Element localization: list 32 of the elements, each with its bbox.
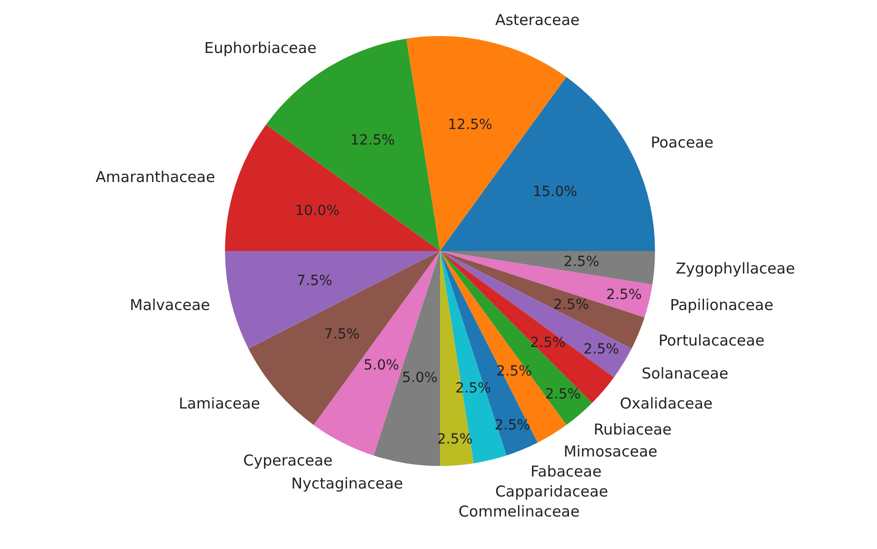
slice-label: Poaceae (650, 134, 714, 152)
slice-label: Commelinaceae (458, 502, 580, 521)
slice-label: Lamiaceae (178, 394, 260, 412)
slice-label: Nyctaginaceae (291, 474, 404, 492)
data-label: 5.0% (364, 358, 400, 374)
data-label: 2.5% (606, 286, 642, 303)
data-label: 10.0% (295, 202, 340, 219)
slice-label: Amaranthaceae (96, 168, 216, 186)
slice-label: Oxalidaceae (620, 394, 713, 412)
data-label: 2.5% (584, 341, 620, 358)
data-label: 15.0% (532, 184, 578, 200)
slice-label: Euphorbiaceae (204, 39, 316, 58)
slice-label: Capparidaceae (495, 482, 608, 501)
slice-label: Portulacaceae (658, 331, 764, 350)
data-label: 7.5% (324, 326, 360, 342)
data-label: 2.5% (564, 254, 600, 270)
slice-label: Zygophyllaceae (676, 259, 795, 278)
slice-label: Asteraceae (495, 10, 580, 29)
slice-label: Rubiaceae (594, 420, 672, 439)
data-label: 2.5% (494, 417, 530, 434)
slice-label: Cyperaceae (243, 452, 333, 470)
data-label: 12.5% (350, 132, 395, 149)
data-label: 2.5% (545, 386, 581, 403)
slice-label: Mimosaceae (564, 442, 658, 461)
slice-label: Fabaceae (530, 462, 602, 481)
slice-label: Solanaceae (642, 364, 728, 382)
slice-label: Papilionaceae (670, 296, 774, 314)
data-label: 5.0% (402, 370, 438, 386)
data-label: 2.5% (553, 296, 589, 313)
slice-label: Malvaceae (130, 296, 210, 314)
data-label: 7.5% (296, 272, 332, 289)
data-label: 12.5% (448, 117, 492, 134)
